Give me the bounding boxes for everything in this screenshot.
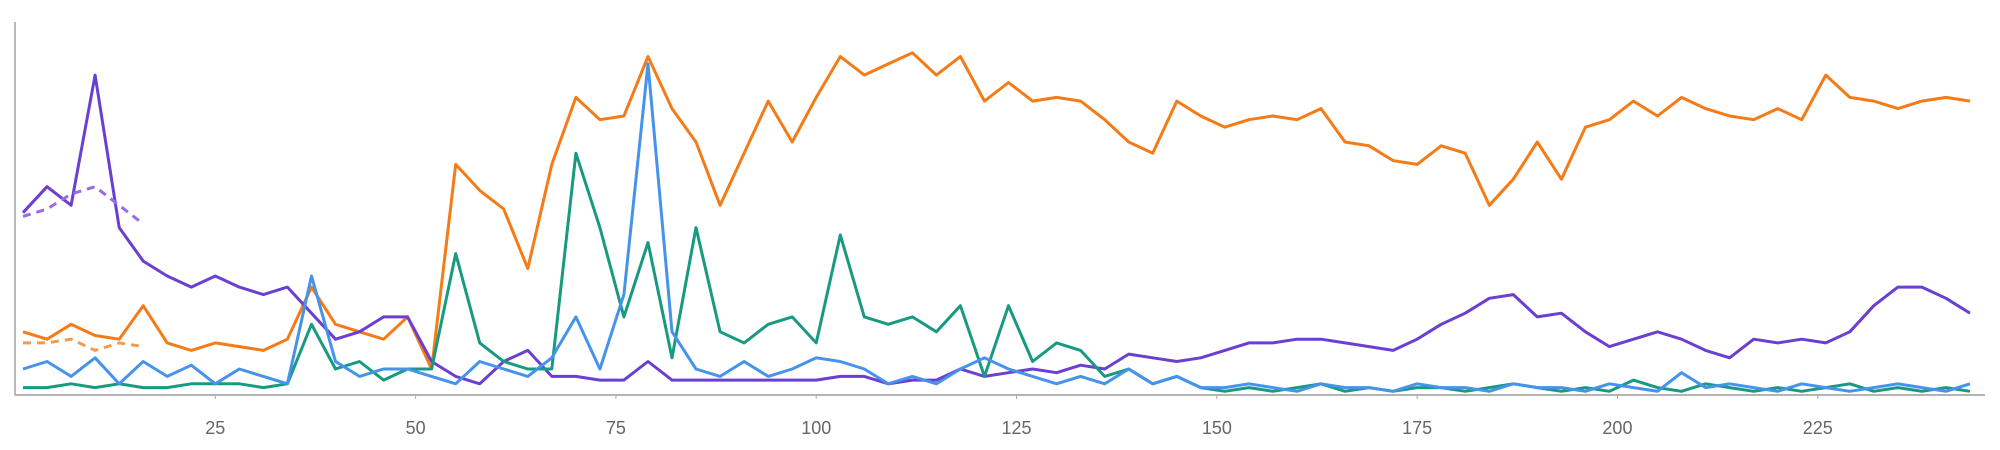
data-line	[23, 337, 144, 352]
data-line	[23, 151, 1971, 393]
x-tick-label: 75	[606, 418, 626, 438]
x-tick-label: 125	[1002, 418, 1032, 438]
data-line	[21, 73, 1971, 386]
x-tick-label: 200	[1602, 418, 1632, 438]
x-tick-label: 175	[1402, 418, 1432, 438]
x-tick-label: 225	[1803, 418, 1833, 438]
data-line	[22, 51, 1971, 371]
data-line	[22, 185, 145, 226]
x-tick-label: 150	[1202, 418, 1232, 438]
data-line	[22, 62, 1971, 393]
x-tick-label: 50	[406, 418, 426, 438]
x-tick-label: 25	[205, 418, 225, 438]
x-tick-label: 100	[801, 418, 831, 438]
